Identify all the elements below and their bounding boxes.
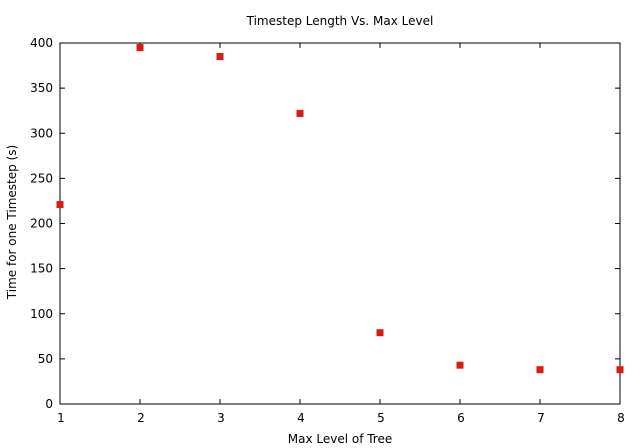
x-tick-label: 8 (617, 411, 625, 425)
x-tick-labels: 1 2 3 4 5 6 7 8 (57, 411, 625, 425)
data-point (216, 53, 224, 61)
x-tick-label: 6 (457, 411, 465, 425)
y-tick-label: 200 (30, 217, 53, 231)
data-point (296, 109, 304, 117)
y-tick-label: 0 (45, 397, 53, 411)
data-point (616, 366, 624, 374)
chart-title: Timestep Length Vs. Max Level (246, 14, 434, 28)
y-tick-label: 100 (30, 307, 53, 321)
data-points (56, 44, 624, 374)
x-axis-label: Max Level of Tree (288, 432, 393, 446)
y-tick-label: 300 (30, 126, 53, 140)
data-point (56, 201, 64, 209)
y-tick-label: 400 (30, 36, 53, 50)
data-point (456, 361, 464, 369)
y-tick-label: 350 (30, 81, 53, 95)
x-tick-label: 5 (377, 411, 385, 425)
x-tick-label: 3 (217, 411, 225, 425)
data-point (376, 329, 384, 337)
x-tick-label: 2 (137, 411, 145, 425)
y-tick-label: 150 (30, 262, 53, 276)
x-tick-label: 4 (297, 411, 305, 425)
data-point (536, 366, 544, 374)
x-tick-label: 1 (57, 411, 65, 425)
data-point (136, 44, 144, 52)
y-tick-label: 250 (30, 171, 53, 185)
y-tick-label: 50 (38, 352, 53, 366)
x-tick-label: 7 (537, 411, 545, 425)
y-axis-label: Time for one Timestep (s) (5, 145, 19, 300)
y-tick-labels: 0 50 100 150 200 250 300 350 400 (30, 36, 53, 411)
plot-area-frame (59, 42, 621, 405)
axis-ticks (59, 42, 621, 405)
